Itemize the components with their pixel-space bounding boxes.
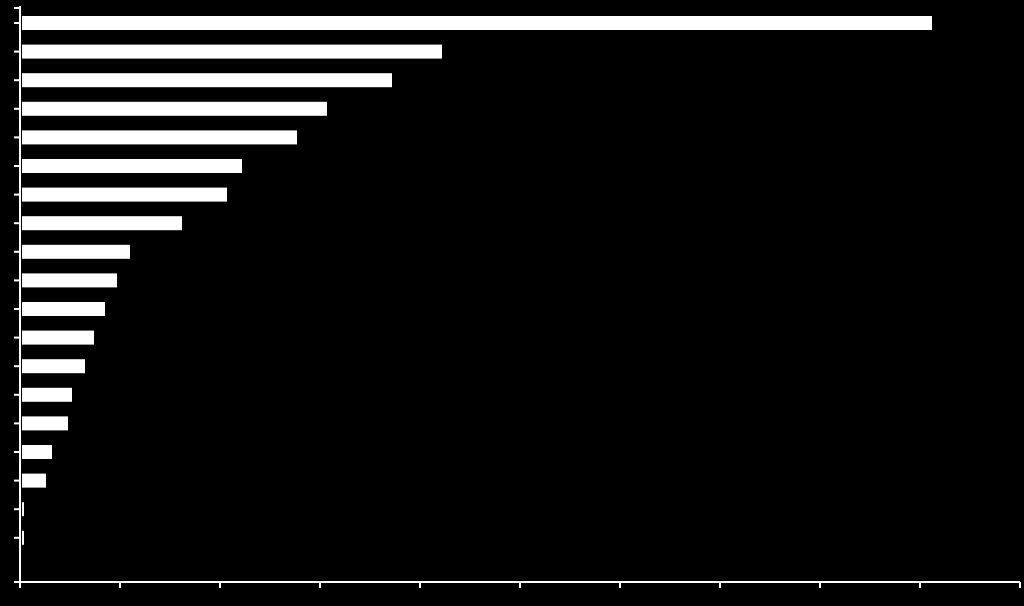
- chart-svg: [0, 0, 1024, 606]
- bar: [22, 159, 242, 173]
- bar: [22, 188, 227, 202]
- bar: [22, 16, 932, 30]
- bar: [22, 416, 68, 430]
- bar: [22, 359, 85, 373]
- chart-background: [0, 0, 1024, 606]
- bar: [22, 245, 130, 259]
- bar: [22, 302, 105, 316]
- horizontal-bar-chart: [0, 0, 1024, 606]
- bar: [22, 273, 117, 287]
- bar: [22, 102, 327, 116]
- bar: [22, 216, 182, 230]
- bar: [22, 331, 94, 345]
- bar: [22, 73, 392, 87]
- bar: [22, 502, 24, 516]
- bar: [22, 45, 442, 59]
- bar: [22, 474, 46, 488]
- bar: [22, 445, 52, 459]
- bar: [22, 130, 297, 144]
- bar: [22, 388, 72, 402]
- bar: [22, 531, 24, 545]
